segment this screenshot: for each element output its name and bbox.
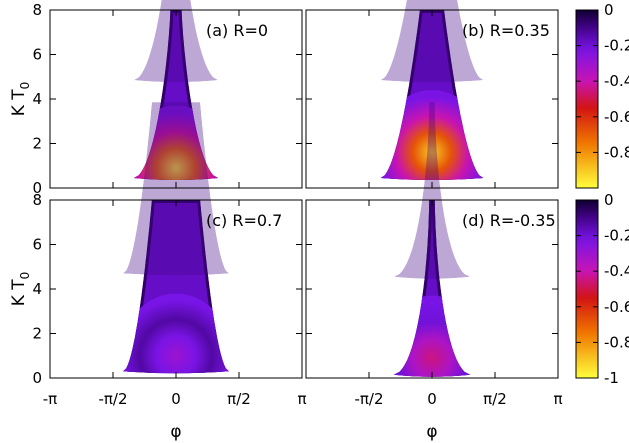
x-tick-label: -π/2	[98, 390, 127, 408]
heatmap-hotspot	[123, 293, 229, 374]
panel-label: (a) R=0	[206, 21, 268, 40]
x-tick-label: 0	[171, 390, 181, 408]
y-tick-label: 6	[32, 46, 42, 64]
x-axis-label: φ	[170, 422, 181, 442]
y-axis-label: K T0	[9, 82, 32, 117]
x-tick-label: -π/2	[354, 390, 383, 408]
heatmap-neck	[380, 0, 484, 83]
y-tick-label: 2	[32, 135, 42, 153]
colorbar-tick-label: -0.8	[604, 333, 629, 351]
x-tick-label: π/2	[227, 390, 251, 408]
y-axis-label-main: K T	[9, 89, 29, 117]
colorbar-tick-label: 0	[604, 1, 614, 19]
y-tick-label: 0	[32, 179, 42, 197]
colorbar-tick-label: 0	[604, 191, 614, 209]
heatmap-layer	[123, 0, 484, 377]
y-tick-label: 4	[32, 90, 42, 108]
y-axis-label-main: K T	[9, 279, 29, 307]
colorbar-tick-label: -0.4	[604, 262, 629, 280]
colorbar-tick-label: -0.6	[604, 298, 629, 316]
heatmap-neck	[133, 0, 219, 83]
heatmap-region	[393, 200, 471, 377]
y-tick-label: 8	[32, 191, 42, 209]
y-tick-label: 8	[32, 1, 42, 19]
colorbar	[575, 199, 599, 379]
panel-label: (d) R=-0.35	[462, 211, 556, 230]
colorbar-tick-label: -0.8	[604, 143, 629, 161]
colorbar-tick-label: -0.2	[604, 37, 629, 55]
y-tick-label: 4	[32, 280, 42, 298]
y-axis-label: K T0	[9, 272, 32, 307]
colorbar-tick-label: -0.4	[604, 72, 629, 90]
colorbar-tick-label: -1	[604, 369, 619, 387]
x-tick-label: -π	[43, 390, 57, 408]
heatmap-neck	[393, 102, 471, 279]
colorbar-tick-label: -0.2	[604, 227, 629, 245]
y-tick-label: 0	[32, 369, 42, 387]
x-axis-label: φ	[426, 422, 437, 442]
panel-label: (b) R=0.35	[462, 21, 550, 40]
colorbar	[575, 9, 599, 189]
x-tick-label: π/2	[483, 390, 507, 408]
y-axis-label-sub: 0	[18, 82, 32, 90]
panel-label: (c) R=0.7	[206, 211, 282, 230]
x-tick-label: 0	[427, 390, 437, 408]
x-tick-label: π	[553, 390, 562, 408]
y-tick-label: 2	[32, 325, 42, 343]
heatmap-hotspot	[380, 90, 484, 180]
heatmap-neck	[123, 102, 229, 276]
y-axis-label-sub: 0	[18, 272, 32, 280]
x-tick-label: π	[297, 390, 306, 408]
axes-layer	[49, 9, 599, 379]
y-tick-label: 6	[32, 236, 42, 254]
colorbar-tick-label: -0.6	[604, 108, 629, 126]
